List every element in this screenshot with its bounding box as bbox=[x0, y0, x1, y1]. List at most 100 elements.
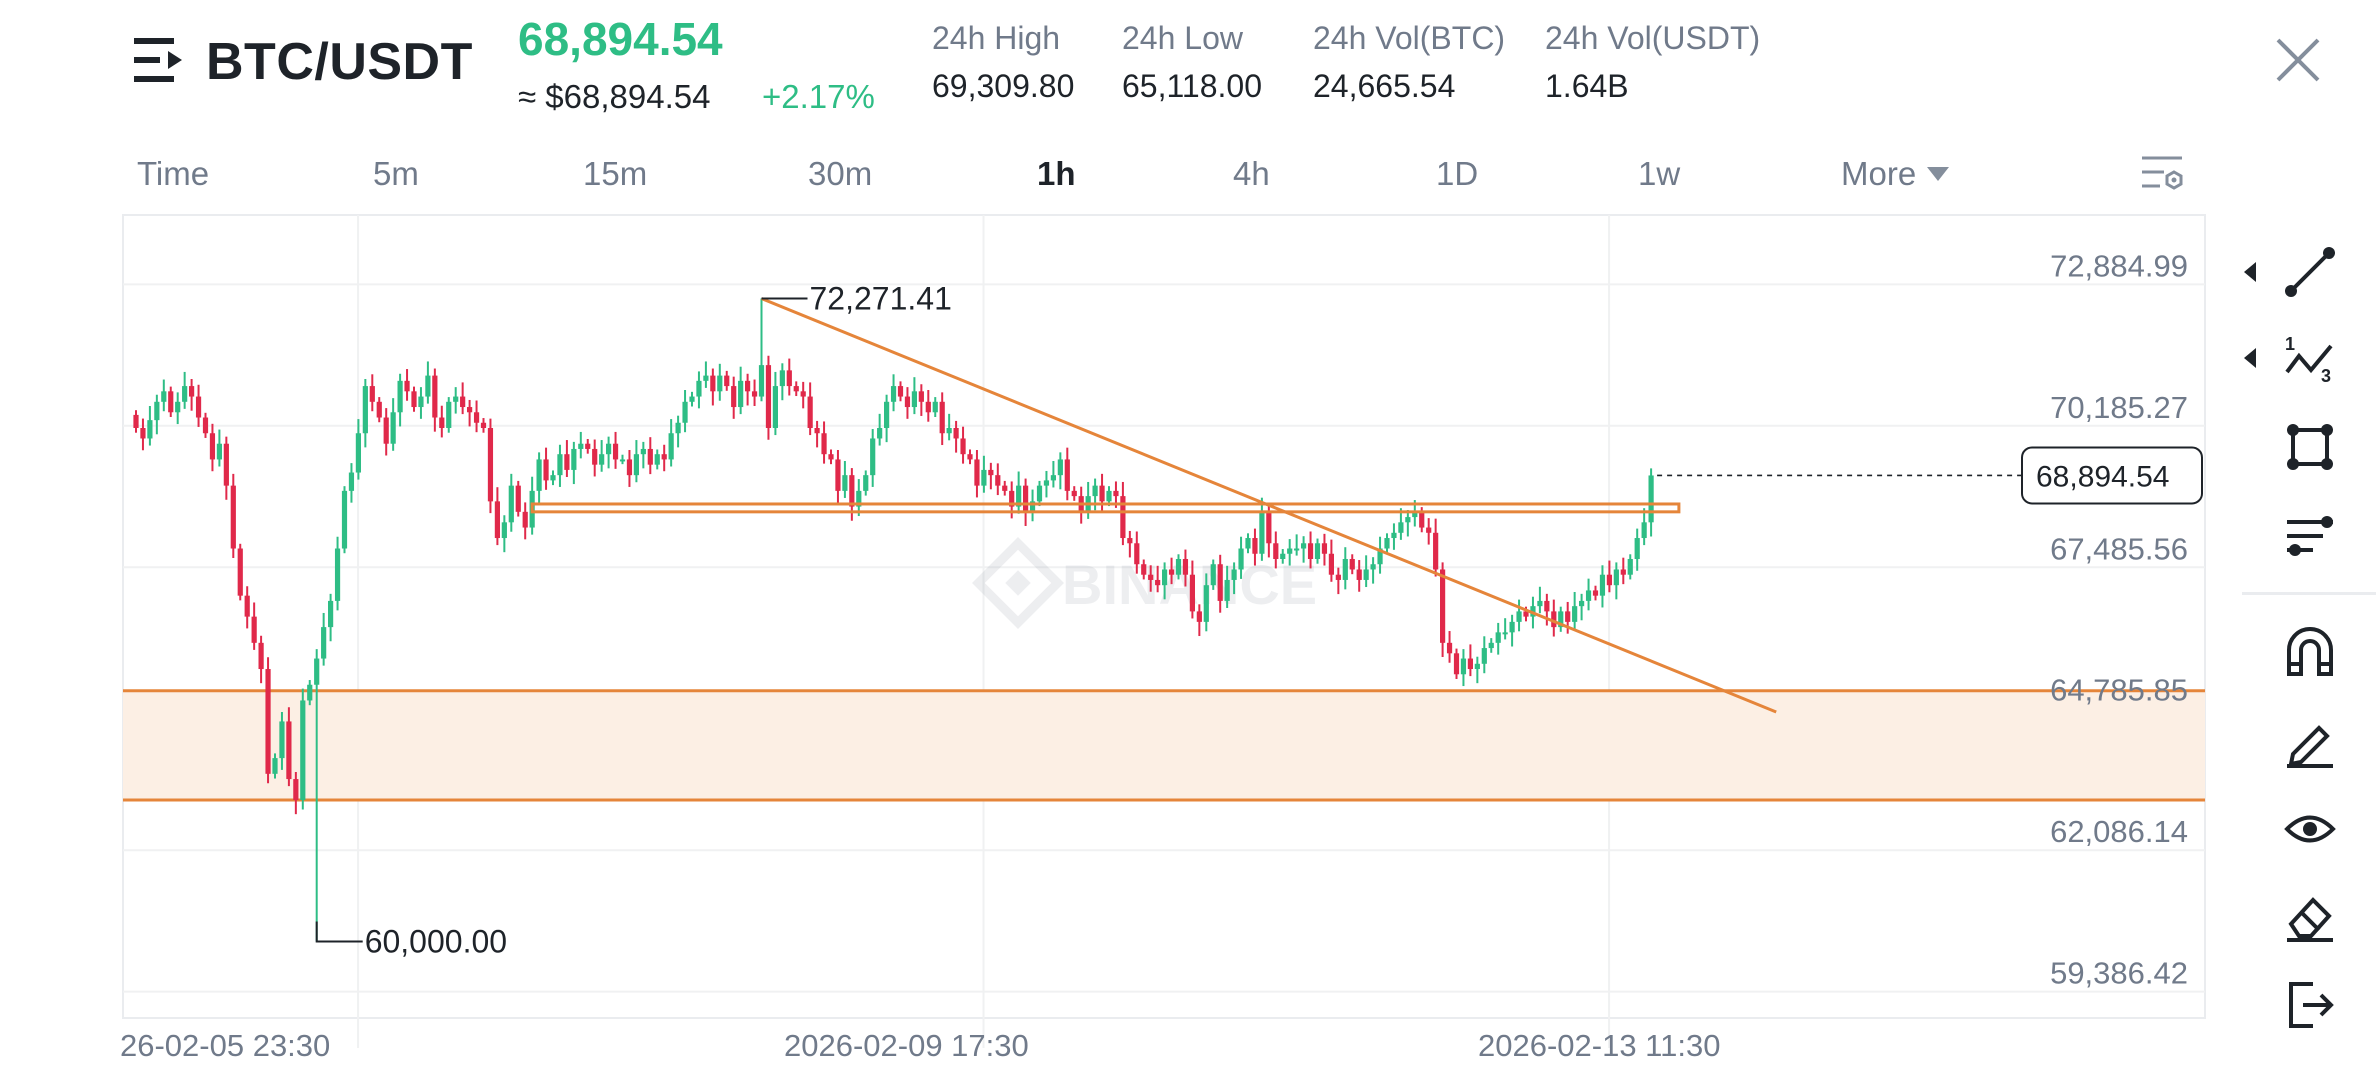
candle-body bbox=[522, 511, 528, 528]
tab-4h[interactable]: 4h bbox=[1233, 155, 1270, 192]
tab-time[interactable]: Time bbox=[137, 155, 210, 192]
candle-body bbox=[1509, 621, 1515, 633]
trend-line bbox=[760, 297, 1777, 714]
candle bbox=[1634, 528, 1640, 571]
candle-body bbox=[286, 721, 292, 780]
candle bbox=[1043, 470, 1050, 498]
candle bbox=[460, 382, 466, 415]
candle-body bbox=[1196, 611, 1202, 622]
candle bbox=[696, 371, 702, 409]
candle-body bbox=[1446, 642, 1453, 654]
chart-settings-icon[interactable] bbox=[2138, 150, 2188, 200]
candle bbox=[147, 405, 153, 446]
candle bbox=[599, 440, 605, 472]
candle-body bbox=[925, 401, 931, 413]
candle-body bbox=[1301, 543, 1307, 549]
candle-body bbox=[870, 438, 876, 476]
candle-body bbox=[599, 454, 605, 465]
candle-body bbox=[1106, 490, 1112, 502]
candle bbox=[182, 371, 188, 409]
candle-body bbox=[1016, 485, 1022, 507]
candle bbox=[376, 397, 382, 423]
tab-1w[interactable]: 1w bbox=[1638, 155, 1681, 192]
candle-body bbox=[272, 758, 278, 774]
candle-body bbox=[1349, 558, 1355, 570]
eye-icon[interactable] bbox=[2283, 802, 2337, 856]
tab-30m[interactable]: 30m bbox=[808, 155, 873, 192]
candle bbox=[1259, 497, 1265, 561]
candle-body bbox=[501, 522, 507, 539]
candle-body bbox=[1245, 538, 1251, 549]
candle bbox=[745, 373, 751, 406]
candle-body bbox=[960, 438, 966, 455]
shape-icon[interactable] bbox=[2283, 420, 2337, 474]
chevron-down-icon[interactable] bbox=[1927, 167, 1949, 183]
trend-line-icon[interactable] bbox=[2283, 245, 2337, 299]
candle bbox=[334, 536, 341, 611]
candle-body bbox=[487, 427, 494, 502]
trading-pair[interactable]: BTC/USDT bbox=[206, 33, 473, 91]
tab-1d[interactable]: 1D bbox=[1436, 155, 1479, 192]
eraser-icon[interactable] bbox=[2283, 890, 2337, 944]
candle bbox=[1537, 586, 1543, 614]
tab-5m[interactable]: 5m bbox=[373, 155, 419, 192]
candle-body bbox=[460, 396, 466, 408]
caret-left-icon[interactable] bbox=[2242, 262, 2258, 282]
candle-body bbox=[1071, 490, 1077, 497]
exit-icon[interactable] bbox=[2283, 978, 2337, 1032]
candle bbox=[835, 450, 841, 503]
close-icon[interactable] bbox=[2272, 34, 2324, 86]
candle bbox=[1592, 585, 1599, 601]
candle bbox=[286, 707, 292, 787]
menu-icon[interactable] bbox=[132, 34, 184, 86]
candle-body bbox=[1585, 590, 1592, 601]
candle-body bbox=[341, 490, 348, 549]
candle-body bbox=[758, 365, 765, 397]
tab-1h[interactable]: 1h bbox=[1037, 155, 1076, 192]
candle-body bbox=[432, 375, 438, 418]
candle bbox=[1307, 531, 1314, 569]
candle bbox=[1558, 606, 1564, 632]
candle bbox=[161, 379, 167, 412]
tab-more[interactable]: More bbox=[1841, 155, 1917, 192]
magnet-icon[interactable] bbox=[2283, 626, 2337, 680]
candle-body bbox=[974, 459, 980, 486]
candle bbox=[1613, 562, 1619, 600]
toolbar-divider bbox=[2242, 592, 2376, 595]
candle bbox=[195, 384, 202, 427]
candle bbox=[1481, 636, 1487, 674]
candle bbox=[626, 450, 633, 487]
parallel-lines-icon[interactable] bbox=[2283, 508, 2337, 562]
candle-body bbox=[251, 616, 257, 643]
chart-frame bbox=[122, 214, 2206, 1019]
candle bbox=[515, 480, 521, 517]
approx-price: ≈ $68,894.54 bbox=[518, 78, 711, 115]
candle-body bbox=[1370, 564, 1376, 570]
candle bbox=[439, 405, 445, 438]
tab-15m[interactable]: 15m bbox=[583, 155, 648, 192]
candle-body bbox=[1627, 558, 1633, 575]
candle bbox=[1335, 567, 1341, 595]
candle-body bbox=[1488, 642, 1494, 649]
candle-body bbox=[557, 454, 563, 476]
candle-body bbox=[877, 427, 883, 439]
candle bbox=[751, 379, 758, 406]
candle bbox=[1426, 518, 1432, 545]
candle-body bbox=[216, 443, 222, 460]
pencil-icon[interactable] bbox=[2283, 714, 2337, 768]
candle bbox=[494, 487, 500, 546]
candle-body bbox=[793, 386, 799, 392]
candle-body bbox=[307, 684, 313, 701]
candle-body bbox=[564, 454, 570, 470]
candle-body bbox=[995, 475, 1001, 486]
candle bbox=[1391, 523, 1397, 550]
candle bbox=[578, 431, 584, 459]
stat-label-24h-low: 24h Low bbox=[1122, 20, 1243, 56]
caret-left-icon[interactable] bbox=[2242, 348, 2258, 368]
candle-body bbox=[842, 475, 848, 491]
candle bbox=[230, 473, 236, 558]
candle bbox=[1085, 481, 1091, 519]
candle-body bbox=[654, 454, 660, 465]
